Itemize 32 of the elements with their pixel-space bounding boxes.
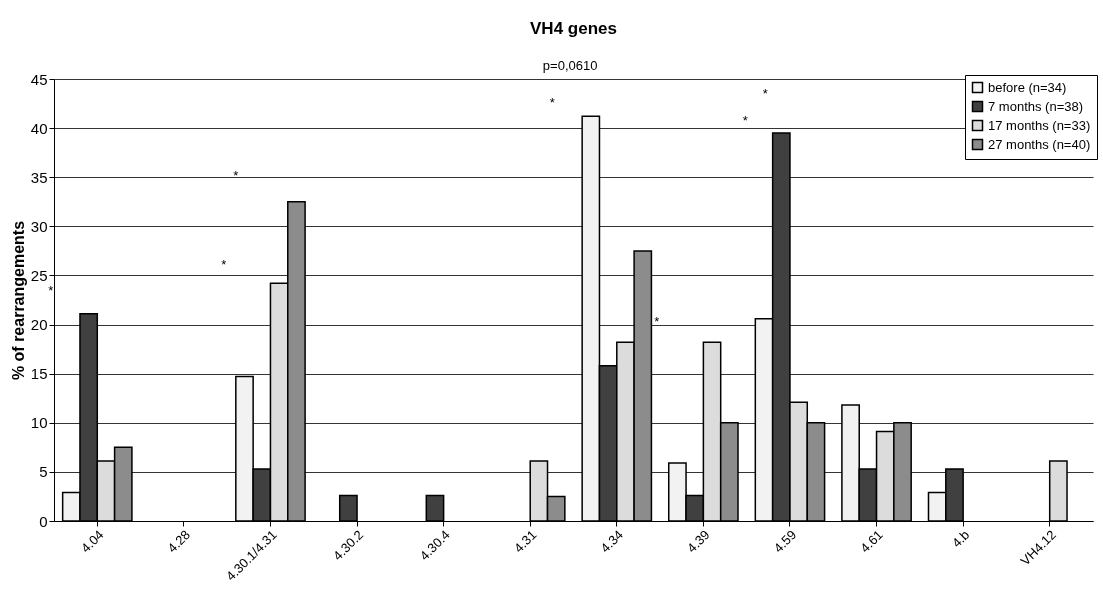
- y-tick-label: 45: [30, 70, 48, 88]
- text: p=0,0610: [542, 57, 598, 73]
- chart-title: VH4 genes: [530, 18, 617, 38]
- annotation: *: [233, 168, 239, 184]
- y-tick-label: 30: [30, 217, 48, 235]
- annotation: *: [762, 86, 768, 102]
- y-axis-title: % of rearrangements: [9, 220, 27, 381]
- y-tick-label: 0: [39, 512, 48, 530]
- x-tick-label: 4.34: [597, 527, 626, 556]
- y-tick-label: 15: [30, 365, 48, 383]
- x-tick-label: 4.b: [948, 527, 973, 551]
- x-tick-label: 4.39: [684, 527, 713, 556]
- annotation: *: [549, 95, 555, 111]
- x-tick-label: 4.59: [770, 527, 800, 556]
- legend-label: 7 months (n=38): [988, 98, 1084, 114]
- x-tick-label: 4.31: [510, 527, 540, 556]
- x-tick-label: 4.04: [77, 527, 107, 556]
- y-tick-label: 40: [30, 119, 48, 137]
- x-tick-label: 4.61: [857, 527, 886, 556]
- x-tick-label: 4.28: [164, 527, 194, 556]
- y-tick-label: 5: [39, 463, 48, 481]
- legend-label: before (n=34): [988, 79, 1067, 95]
- y-tick-label: 10: [30, 414, 48, 432]
- legend-label: 27 months (n=40): [988, 136, 1091, 152]
- annotation: *: [654, 314, 660, 330]
- annotation: *: [742, 112, 748, 128]
- y-tick-label: 25: [30, 266, 48, 284]
- y-tick-label: 35: [30, 168, 48, 186]
- legend-label: 17 months (n=33): [988, 117, 1091, 133]
- y-tick-label: 20: [30, 316, 48, 334]
- annotation: *: [221, 256, 227, 272]
- text: *: [48, 283, 54, 299]
